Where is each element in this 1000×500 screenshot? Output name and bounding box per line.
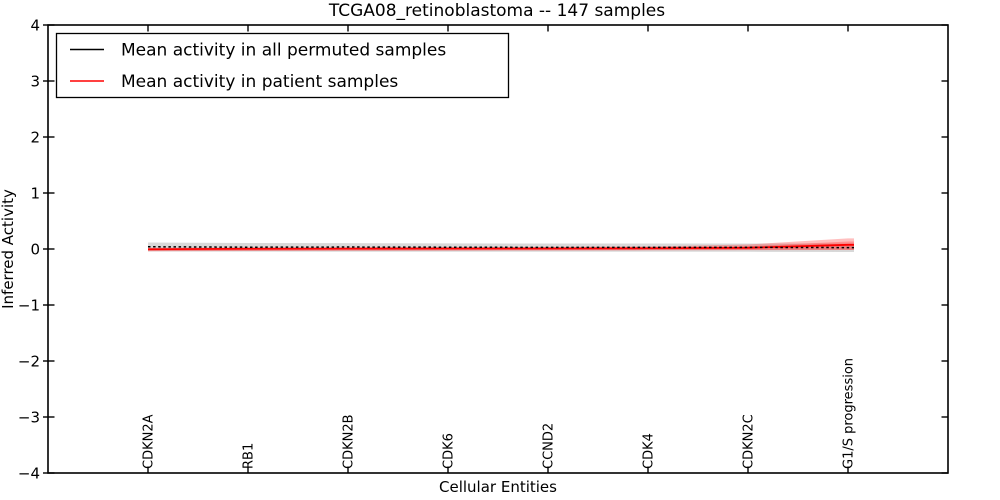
x-category-label: G1/S progression [842, 358, 857, 469]
x-axis-label: Cellular Entities [439, 478, 557, 496]
y-tick-label: −1 [18, 296, 40, 314]
y-tick-label: 2 [30, 128, 40, 146]
permuted-mean-line [147, 246, 854, 249]
legend-entries: Mean activity in all permuted samples Mea… [70, 40, 446, 92]
svg-text:CDKN2B: CDKN2B [342, 414, 357, 469]
y-tick-label: 4 [30, 16, 40, 34]
legend-label: Mean activity in all permuted samples [121, 40, 446, 60]
legend-entry: Mean activity in all permuted samples [70, 40, 446, 60]
y-tick-labels: 4 3 2 1 0 −1 −2 −3 −4 [18, 16, 40, 482]
svg-text:CDK6: CDK6 [442, 433, 457, 469]
y-tick-label: 3 [30, 72, 40, 90]
legend-label: Mean activity in patient samples [121, 72, 398, 92]
y-tick-label: 1 [30, 184, 40, 202]
x-category-labels: CDKN2A RB1 CDKN2B CDK6 CCND2 CDK4 CDKN2C G1/S p… [142, 358, 857, 469]
legend-entry: Mean activity in patient samples [70, 72, 398, 92]
svg-text:CDKN2A: CDKN2A [142, 414, 157, 469]
x-category-label: CDK6 [442, 433, 457, 469]
svg-text:CCND2: CCND2 [542, 423, 557, 469]
x-category-label: CDKN2A [142, 414, 157, 469]
uncertainty-bands [148, 238, 854, 253]
y-tick-label: −3 [18, 408, 40, 426]
x-category-label: CDK4 [642, 433, 657, 469]
legend: Mean activity in all permuted samples Mea… [55, 32, 510, 99]
chart-title: TCGA08_retinoblastoma -- 147 samples [328, 1, 665, 21]
y-tick-label: −2 [18, 352, 40, 370]
patient-mean-line [147, 243, 854, 251]
series-lines [147, 243, 854, 251]
svg-text:RB1: RB1 [242, 443, 257, 469]
y-tick-label: −4 [18, 464, 40, 482]
x-category-label: CDKN2B [342, 414, 357, 469]
svg-text:CDK4: CDK4 [642, 433, 657, 469]
x-category-label: CDKN2C [742, 414, 757, 469]
svg-text:CDKN2C: CDKN2C [742, 414, 757, 469]
legend-box [55, 32, 510, 99]
x-category-label: RB1 [242, 443, 257, 469]
y-axis-label: Inferred Activity [0, 189, 17, 309]
y-tick-label: 0 [30, 240, 40, 258]
svg-text:G1/S progression: G1/S progression [842, 358, 857, 469]
axis-ticks [43, 24, 948, 474]
x-category-label: CCND2 [542, 423, 557, 469]
